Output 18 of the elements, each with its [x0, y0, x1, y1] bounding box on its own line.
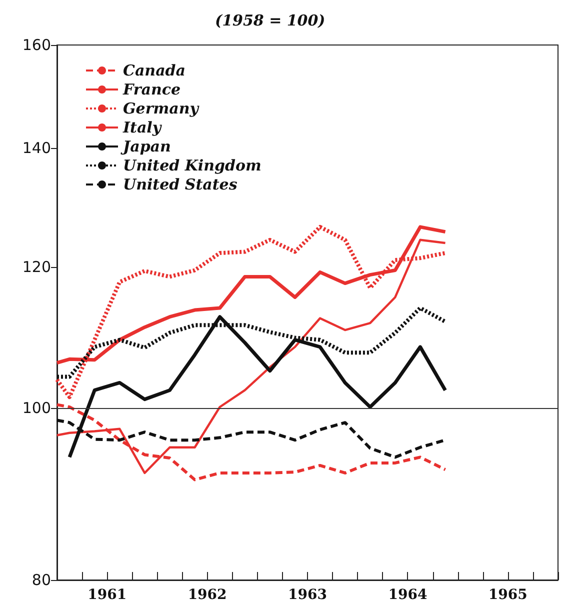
legend-label: Canada	[123, 62, 186, 80]
legend-label: United States	[123, 176, 238, 194]
legend-label: United Kingdom	[123, 156, 262, 174]
y-tick-label: 160	[22, 36, 51, 54]
legend-label: Japan	[120, 138, 171, 156]
y-tick-label: 80	[32, 571, 51, 589]
x-tick-label: 1963	[288, 587, 327, 603]
legend-label: Germany	[123, 100, 200, 118]
y-tick-label: 120	[22, 258, 51, 276]
x-tick-label: 1964	[388, 587, 428, 603]
chart-title: (1958 = 100)	[215, 12, 326, 30]
y-tick-label: 140	[22, 139, 51, 158]
y-tick-label: 100	[22, 398, 51, 417]
legend-label: Italy	[122, 118, 162, 136]
x-tick-label: 1961	[88, 587, 127, 603]
x-tick-label: 1962	[188, 587, 227, 603]
legend-label: France	[122, 80, 181, 98]
x-tick-label: 1965	[488, 587, 528, 603]
